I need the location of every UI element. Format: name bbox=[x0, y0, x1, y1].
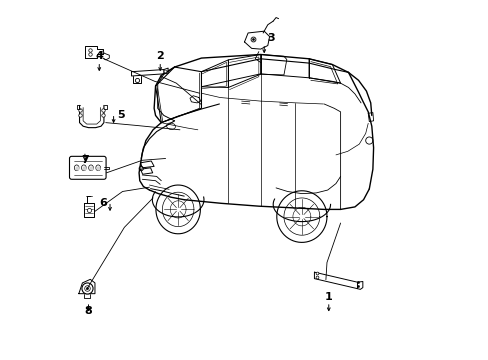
Ellipse shape bbox=[96, 165, 101, 171]
Ellipse shape bbox=[166, 123, 175, 130]
Text: 4: 4 bbox=[95, 51, 103, 61]
Text: 6: 6 bbox=[99, 198, 106, 208]
Text: 8: 8 bbox=[84, 306, 92, 316]
Text: 3: 3 bbox=[267, 33, 275, 43]
Text: 1: 1 bbox=[324, 292, 332, 302]
Text: 2: 2 bbox=[156, 51, 164, 61]
Ellipse shape bbox=[74, 165, 79, 171]
Ellipse shape bbox=[81, 165, 86, 171]
Text: 7: 7 bbox=[81, 155, 89, 165]
Ellipse shape bbox=[88, 165, 93, 171]
FancyBboxPatch shape bbox=[69, 156, 106, 179]
Text: 5: 5 bbox=[117, 111, 124, 121]
